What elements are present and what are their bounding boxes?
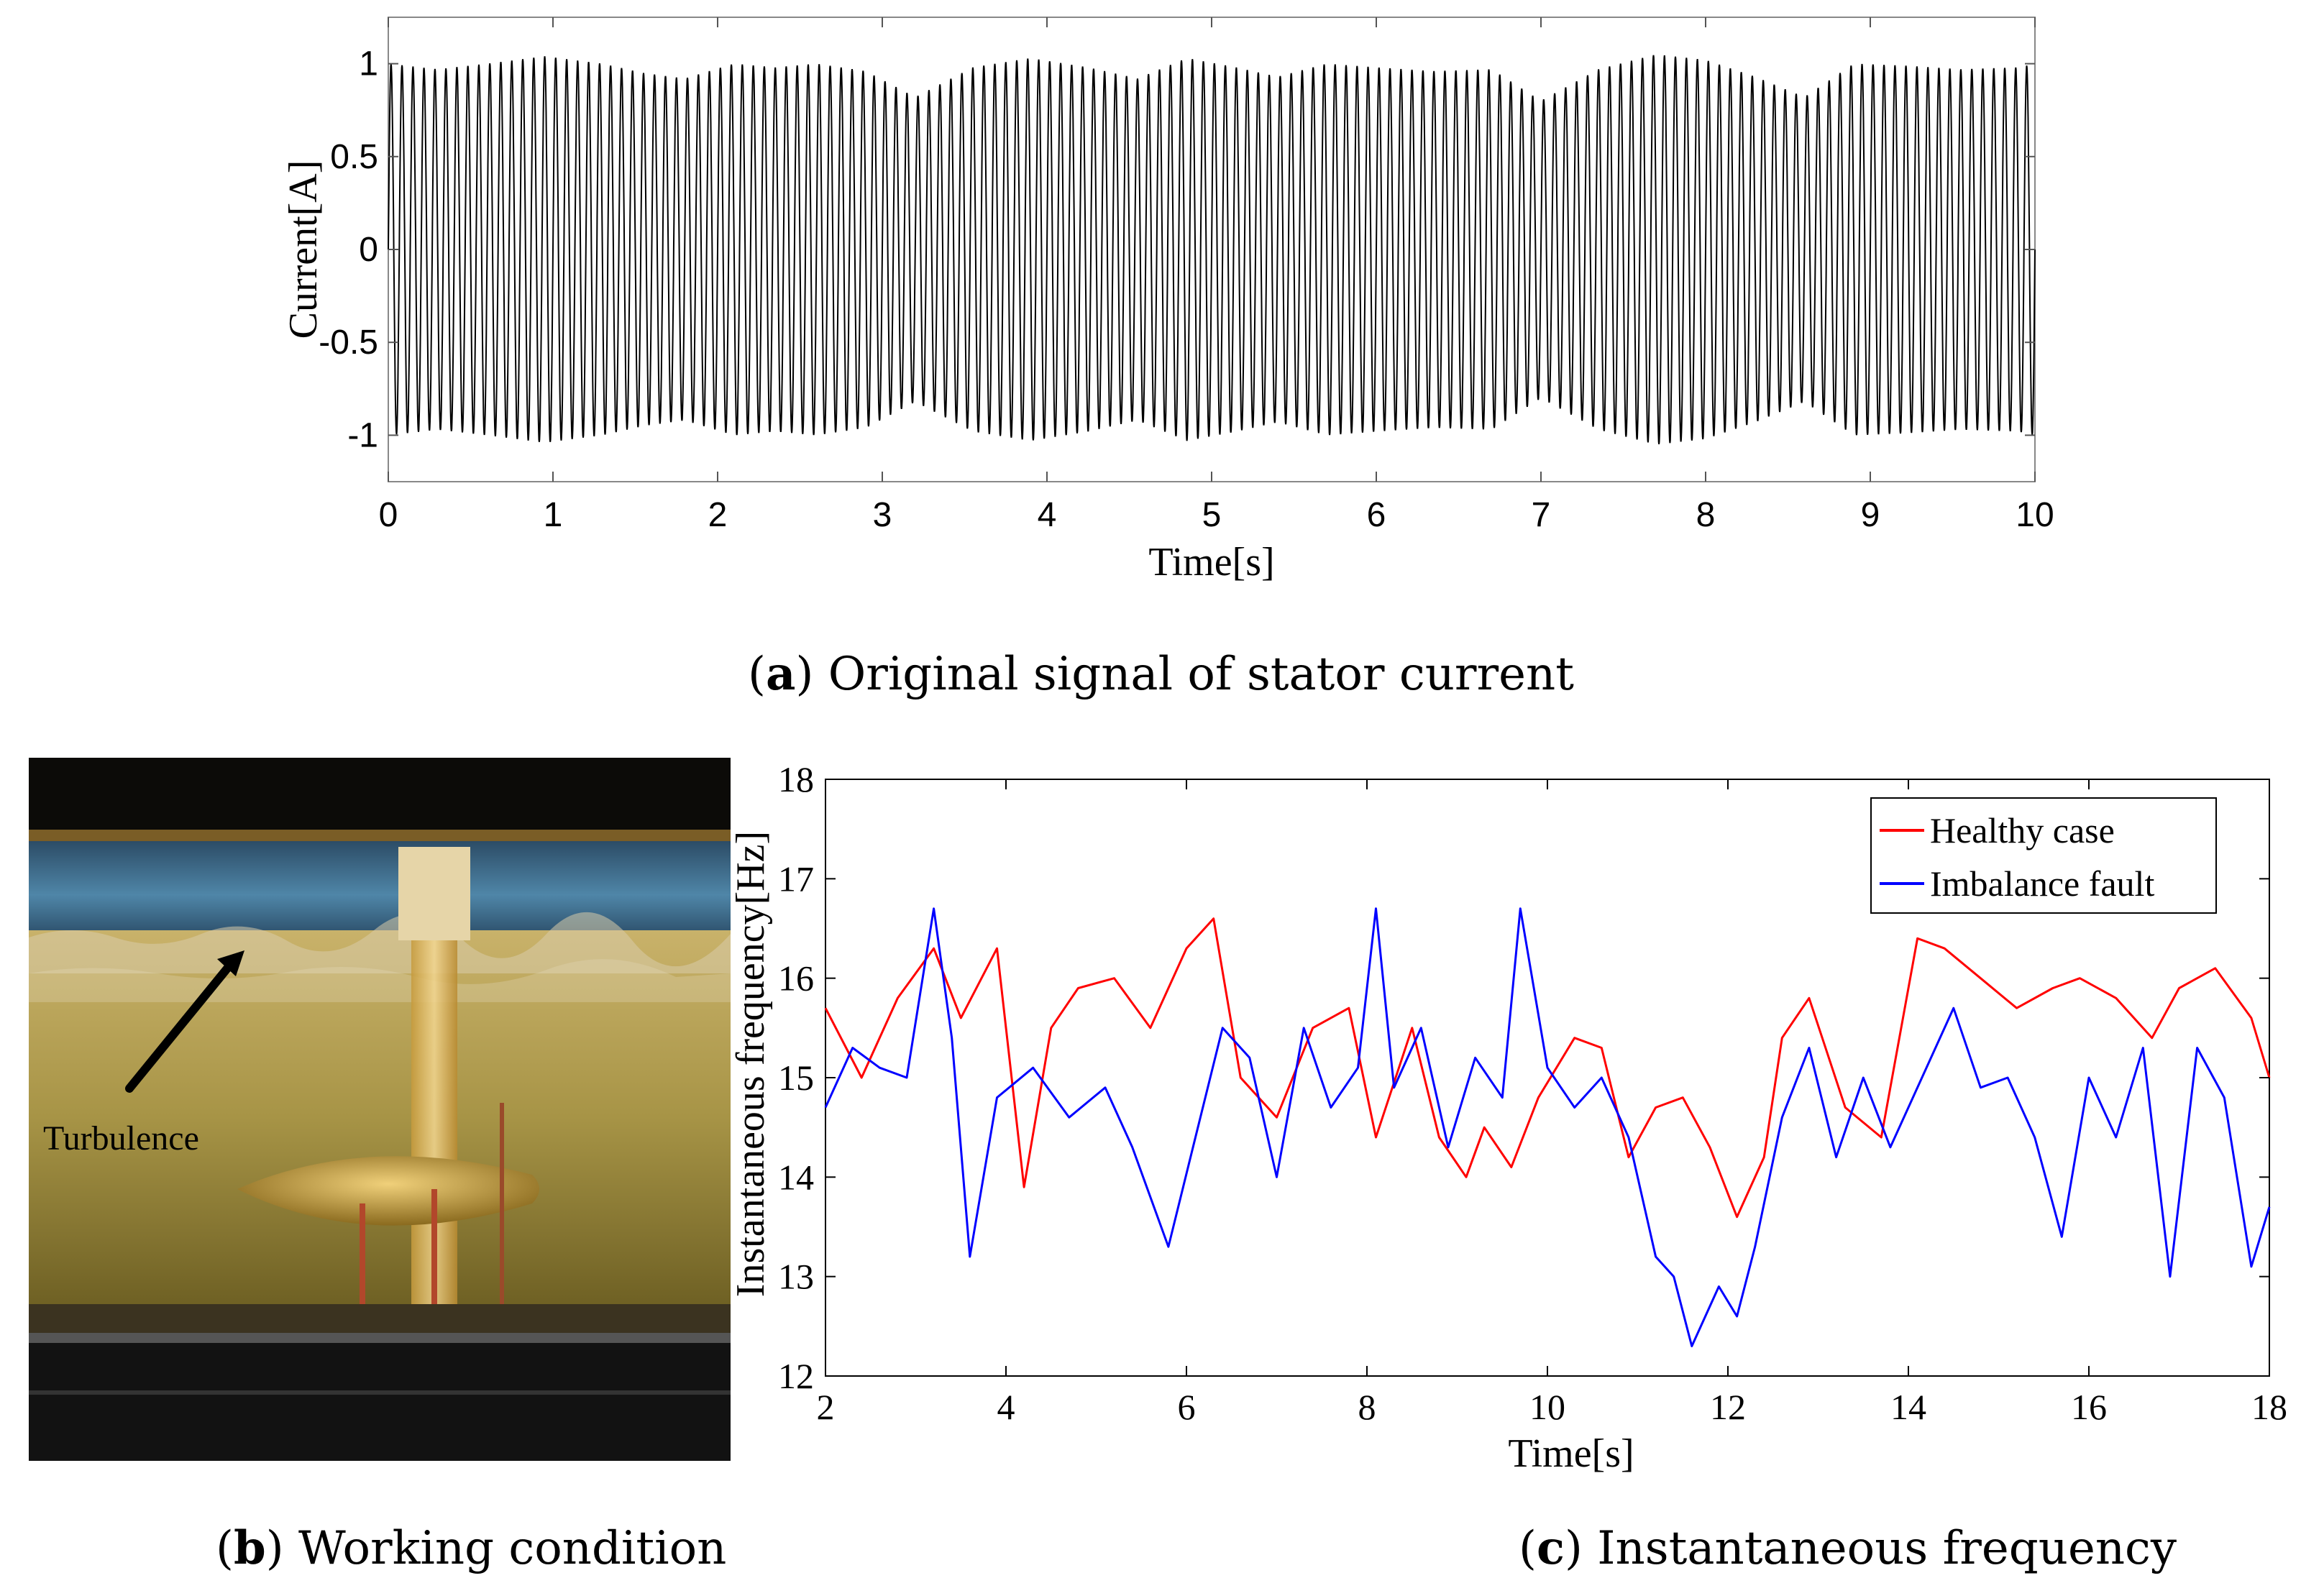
caption-b-text: Working condition [298,1522,727,1575]
frequency-series-group [824,907,2271,1347]
y-tick-label-c: 17 [778,858,814,899]
x-tick-label-a: 8 [1696,496,1716,534]
caption-c-letter: c [1536,1521,1565,1575]
x-tick-label-a: 0 [379,496,398,534]
y-tick-label-c: 16 [778,958,814,999]
x-tick-label-a: 3 [873,496,892,534]
legend: Healthy case Imbalance fault [1870,797,2217,914]
caption-c: (c) Instantaneous frequency [1519,1521,2177,1575]
x-tick-label-a: 2 [708,496,728,534]
x-tick-label-a: 7 [1532,496,1551,534]
caption-b: (b) Working condition [216,1521,727,1575]
x-tick-label-c: 4 [997,1387,1015,1427]
y-tick-label-a: -1 [347,416,378,454]
legend-label-healthy: Healthy case [1930,810,2115,850]
legend-box [1870,797,2217,914]
x-tick-label-c: 12 [1710,1387,1746,1427]
axis-ticks-c: 2 4 6 8 10 12 14 16 18 12 13 14 15 16 17 18 [778,759,2287,1427]
x-tick-label-c: 2 [817,1387,835,1427]
x-axis-label-c: Time[s] [1508,1431,1634,1476]
y-tick-label-c: 13 [778,1257,814,1297]
x-tick-label-a: 10 [2016,496,2054,534]
x-tick-label-c: 16 [2071,1387,2107,1427]
x-tick-label-a: 1 [544,496,563,534]
y-tick-label-a: -0.5 [319,324,378,362]
y-tick-label-a: 0.5 [330,138,378,176]
y-tick-label-a: 1 [359,45,378,83]
x-tick-label-c: 14 [1890,1387,1926,1427]
legend-label-imbalance: Imbalance fault [1930,863,2154,904]
working-condition-photo: Turbulence [29,758,731,1461]
y-tick-label-c: 15 [778,1058,814,1098]
y-tick-label-c: 12 [778,1356,814,1396]
caption-b-letter: b [233,1521,266,1575]
turbulence-label: Turbulence [43,1119,199,1157]
x-tick-label-c: 10 [1529,1387,1565,1427]
x-tick-label-a: 6 [1367,496,1386,534]
y-tick-label-c: 14 [778,1157,814,1197]
y-axis-label-c: Instantaneous frequency[Hz] [728,831,773,1297]
y-tick-label-a: 0 [359,231,378,269]
plot-frame-c [825,779,2270,1377]
caption-a: (a) Original signal of stator current [748,647,1574,701]
imbalance-fault-line [824,907,2271,1347]
caption-a-letter: a [765,647,796,701]
x-tick-label-a: 5 [1202,496,1222,534]
x-tick-label-c: 6 [1178,1387,1196,1427]
stator-current-chart: 0 1 2 3 4 5 6 7 8 9 10 -1 -0.5 0 0.5 1 Current[A] Time[… [281,17,2054,584]
x-tick-label-a: 4 [1038,496,1057,534]
x-tick-label-c: 8 [1358,1387,1376,1427]
y-axis-label-a: Current[A] [281,160,326,339]
x-axis-label-a: Time[s] [1148,540,1274,584]
axis-ticks-a: 0 1 2 3 4 5 6 7 8 9 10 -1 -0.5 0 0.5 1 [319,17,2054,534]
x-tick-label-a: 9 [1861,496,1880,534]
x-tick-label-c: 18 [2251,1387,2287,1427]
caption-c-text: Instantaneous frequency [1597,1522,2177,1575]
healthy-case-line [824,917,2271,1219]
y-tick-label-c: 18 [778,759,814,799]
caption-a-text: Original signal of stator current [828,648,1574,701]
current-signal-series [388,55,2036,445]
current-signal-line [388,55,2036,445]
